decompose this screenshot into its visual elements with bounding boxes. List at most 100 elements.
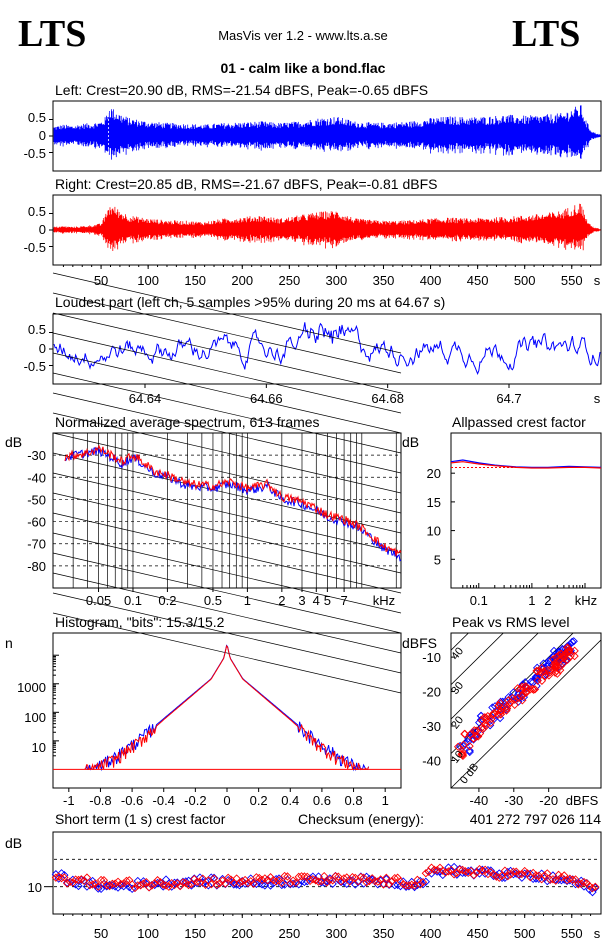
spectrum-xtick-label: 3 [298, 593, 305, 608]
allpassed-ylabel: dB [402, 434, 419, 450]
short-term-right-point [520, 866, 529, 876]
right-ytick: 0 [39, 222, 46, 237]
xtick-label: 150 [184, 273, 206, 288]
histogram-xtick-label: -0.4 [153, 793, 175, 808]
histogram-xtick-label: 0.6 [313, 793, 331, 808]
peak-rms-right-point [539, 667, 548, 676]
peak-rms-title: Peak vs RMS level [452, 614, 569, 630]
left-ytick: 0.5 [28, 110, 46, 125]
peak-rms-ytick-label: -30 [422, 719, 441, 734]
app-title: MasVis ver 1.2 - www.lts.a.se [218, 28, 388, 43]
left-ytick: 0 [39, 128, 46, 143]
short-term-right-point [144, 883, 154, 892]
short-term-right-point [249, 879, 258, 888]
short-term-right-point [509, 867, 518, 876]
short-term-right-point [79, 876, 89, 886]
peak-rms-ytick-label: -10 [422, 650, 441, 665]
short-term-right-point [221, 879, 230, 888]
short-term-right-point [543, 869, 552, 878]
short-term-right-point [577, 879, 586, 889]
short-term-right-point [336, 877, 346, 886]
xtick-label: 64.64 [129, 391, 162, 406]
short-term-right-point [464, 868, 473, 878]
slope-line [52, 352, 402, 434]
short-term-right-point [382, 873, 391, 882]
crest-diagonal [451, 633, 574, 755]
xtick-label: 64.66 [250, 391, 283, 406]
short-term-right-point [223, 873, 233, 882]
slope-line [52, 492, 402, 574]
short-term-right-point [156, 877, 165, 887]
short-term-right-point [181, 878, 190, 888]
histogram-xtick-label: 0 [223, 793, 230, 808]
short-term-left-point [260, 881, 270, 890]
short-term-right-point [266, 873, 275, 882]
histogram-ylabel: n [5, 635, 13, 651]
short-term-right-point [94, 882, 103, 891]
histogram-xtick-label: -0.6 [121, 793, 143, 808]
short-term-right-point [384, 879, 394, 889]
short-term-right-point [218, 876, 227, 885]
short-term-right-point [449, 870, 459, 879]
short-term-right-point [528, 868, 538, 878]
peak-rms-x-unit: dBFS [566, 793, 599, 808]
allpassed-ytick-label: 15 [427, 495, 441, 510]
short-term-right-point [432, 865, 442, 875]
short-term-right-point [215, 879, 224, 888]
short-term-right-point [365, 876, 374, 886]
loudest-ytick: 0.5 [28, 322, 46, 337]
allpassed-frame [450, 432, 602, 589]
histogram-xtick-label: -1 [63, 793, 75, 808]
peak-rms-right-point [480, 713, 489, 722]
slope-line [52, 332, 402, 414]
slope-line [52, 472, 402, 554]
short-term-xtick-label: 100 [137, 926, 159, 941]
short-term-left-point [173, 878, 182, 887]
allpassed-x-unit: kHz [575, 593, 597, 608]
short-term-right-point [534, 871, 543, 880]
short-term-right-point [243, 878, 253, 888]
slope-line [52, 312, 402, 394]
short-term-right-point [475, 864, 484, 874]
short-term-xtick-label: 300 [326, 926, 348, 941]
short-term-crest-chart: Short term (1 s) crest factor Checksum (… [5, 811, 602, 941]
logo-right: LTS [512, 13, 580, 55]
peak-rms-ytick-label: -40 [422, 753, 441, 768]
spectrum-title: Normalized average spectrum, 613 frames [55, 414, 320, 430]
spectrum-xtick-label: 0.5 [204, 593, 222, 608]
short-term-left-point [119, 882, 128, 891]
short-term-right-point [263, 876, 272, 885]
xtick-label: 500 [514, 273, 536, 288]
loudest-trace [53, 322, 601, 376]
short-term-right-point [362, 878, 371, 887]
spectrum-ylabel: dB [5, 434, 22, 450]
logo-left: LTS [18, 13, 86, 55]
spectrum-ytick-label: -70 [27, 537, 46, 552]
short-term-right-point [427, 863, 436, 872]
histogram-ytick: 1000 [17, 680, 46, 695]
peak-rms-left-point [465, 746, 474, 755]
short-term-right-point [317, 876, 326, 886]
short-term-right-point [551, 876, 560, 885]
spectrum-xtick-label: 1 [244, 593, 251, 608]
slope-line [52, 612, 402, 694]
peak-rms-xtick-label: -20 [539, 793, 558, 808]
slope-line [52, 272, 402, 354]
peak-rms-right-point [458, 749, 468, 759]
spectrum-xtick-label: 0.1 [124, 593, 142, 608]
peak-rms-left-point [567, 637, 577, 647]
spectrum-xtick-label: 2 [278, 593, 285, 608]
short-term-right-point [495, 873, 504, 882]
short-term-left-point [156, 878, 165, 888]
xtick-label: 400 [420, 273, 442, 288]
short-term-right-point [111, 879, 120, 888]
short-term-right-point [416, 880, 425, 889]
short-term-right-point [562, 875, 572, 885]
short-term-right-point [283, 872, 292, 881]
spectrum-xtick-label: 7 [340, 593, 347, 608]
peak-rms-right-point [494, 701, 504, 710]
short-term-right-point [489, 870, 498, 879]
short-term-right-point [54, 872, 63, 881]
short-term-right-point [226, 875, 236, 884]
peak-rms-right-point [502, 702, 511, 711]
